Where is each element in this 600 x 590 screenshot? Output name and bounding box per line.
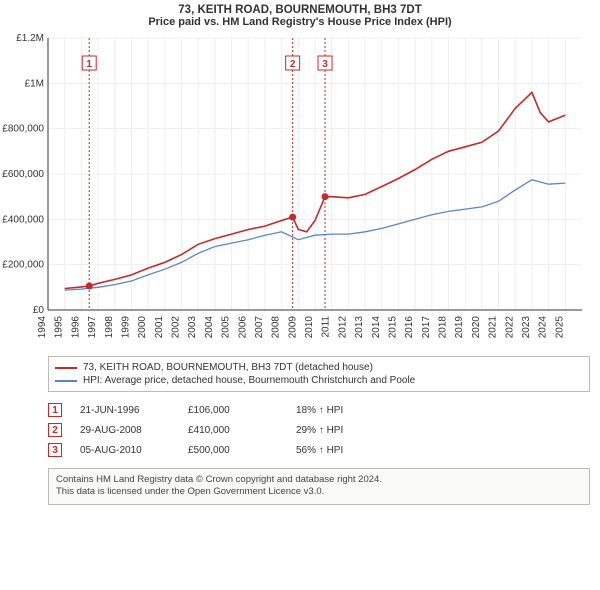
svg-text:2006: 2006 (237, 316, 248, 339)
event-row-1: 1 21-JUN-1996 £106,000 18% ↑ HPI (48, 400, 590, 420)
svg-text:£400,000: £400,000 (2, 214, 44, 225)
svg-text:2001: 2001 (154, 316, 165, 339)
svg-text:£1.2M: £1.2M (16, 33, 44, 44)
svg-text:3: 3 (322, 59, 328, 70)
event-pct-2: 29% ↑ HPI (296, 425, 343, 436)
svg-text:2004: 2004 (204, 316, 215, 339)
event-date-2: 29-AUG-2008 (80, 425, 170, 436)
svg-text:1995: 1995 (54, 316, 65, 339)
event-date-3: 05-AUG-2010 (80, 445, 170, 456)
svg-text:£800,000: £800,000 (2, 124, 44, 135)
svg-text:2017: 2017 (421, 316, 432, 339)
event-num-1: 1 (48, 403, 62, 417)
svg-text:2005: 2005 (221, 316, 232, 339)
event-price-1: £106,000 (188, 405, 278, 416)
event-price-2: £410,000 (188, 425, 278, 436)
event-pct-3: 56% ↑ HPI (296, 445, 343, 456)
svg-text:1996: 1996 (70, 316, 81, 339)
event-dot-3 (322, 193, 329, 200)
svg-text:2016: 2016 (404, 316, 415, 339)
license-footer: Contains HM Land Registry data © Crown c… (48, 468, 590, 505)
event-marker-2: 2 (286, 56, 300, 70)
svg-text:£1M: £1M (25, 78, 44, 89)
svg-text:£0: £0 (33, 305, 45, 316)
event-list: 1 21-JUN-1996 £106,000 18% ↑ HPI 2 29-AUG-200… (48, 400, 590, 460)
chart-plot: £0 £200,000 £400,000 £600,000 £800,000 £1M £1.… (0, 30, 600, 350)
svg-text:2009: 2009 (287, 316, 298, 339)
svg-text:2021: 2021 (488, 316, 499, 339)
svg-text:2015: 2015 (387, 316, 398, 339)
svg-text:2008: 2008 (271, 316, 282, 339)
event-marker-1: 1 (82, 56, 96, 70)
event-price-3: £500,000 (188, 445, 278, 456)
event-date-1: 21-JUN-1996 (80, 405, 170, 416)
svg-text:2023: 2023 (521, 316, 532, 339)
svg-text:2002: 2002 (171, 316, 182, 339)
legend-label-price: 73, KEITH ROAD, BOURNEMOUTH, BH3 7DT (de… (83, 362, 373, 373)
svg-text:2025: 2025 (554, 316, 565, 339)
license-line-1: Contains HM Land Registry data © Crown c… (56, 474, 582, 486)
svg-text:1994: 1994 (37, 316, 48, 339)
svg-text:2019: 2019 (454, 316, 465, 339)
svg-text:2010: 2010 (304, 316, 315, 339)
svg-text:2020: 2020 (471, 316, 482, 339)
svg-text:£600,000: £600,000 (2, 169, 44, 180)
event-marker-3: 3 (318, 56, 332, 70)
svg-text:1998: 1998 (104, 316, 115, 339)
svg-text:2013: 2013 (354, 316, 365, 339)
legend-swatch-price (55, 367, 77, 369)
legend-swatch-hpi (55, 380, 77, 382)
svg-text:2003: 2003 (187, 316, 198, 339)
event-num-2: 2 (48, 423, 62, 437)
event-dot-1 (86, 282, 93, 289)
svg-text:2012: 2012 (337, 316, 348, 339)
svg-text:2024: 2024 (538, 316, 549, 339)
chart-header: 73, KEITH ROAD, BOURNEMOUTH, BH3 7DT Pri… (0, 0, 600, 30)
legend-row-price: 73, KEITH ROAD, BOURNEMOUTH, BH3 7DT (de… (55, 361, 583, 374)
license-line-2: This data is licensed under the Open Gov… (56, 486, 582, 498)
svg-text:2: 2 (290, 59, 296, 70)
legend-label-hpi: HPI: Average price, detached house, Bour… (83, 375, 415, 386)
event-dot-2 (289, 214, 296, 221)
svg-text:£200,000: £200,000 (2, 260, 44, 271)
event-pct-1: 18% ↑ HPI (296, 405, 343, 416)
event-num-3: 3 (48, 443, 62, 457)
title-line-2: Price paid vs. HM Land Registry's House … (10, 16, 590, 30)
svg-text:2018: 2018 (438, 316, 449, 339)
chart-svg: £0 £200,000 £400,000 £600,000 £800,000 £1M £1.… (0, 30, 590, 350)
svg-text:2014: 2014 (371, 316, 382, 339)
svg-text:1: 1 (86, 59, 92, 70)
svg-text:2022: 2022 (504, 316, 515, 339)
event-row-2: 2 29-AUG-2008 £410,000 29% ↑ HPI (48, 420, 590, 440)
svg-text:2000: 2000 (137, 316, 148, 339)
event-row-3: 3 05-AUG-2010 £500,000 56% ↑ HPI (48, 440, 590, 460)
legend-box: 73, KEITH ROAD, BOURNEMOUTH, BH3 7DT (de… (48, 356, 590, 392)
svg-text:1997: 1997 (87, 316, 98, 339)
svg-text:2011: 2011 (321, 316, 332, 338)
title-line-1: 73, KEITH ROAD, BOURNEMOUTH, BH3 7DT (10, 2, 590, 16)
svg-text:2007: 2007 (254, 316, 265, 339)
legend-row-hpi: HPI: Average price, detached house, Bour… (55, 374, 583, 387)
svg-text:1999: 1999 (120, 316, 131, 339)
